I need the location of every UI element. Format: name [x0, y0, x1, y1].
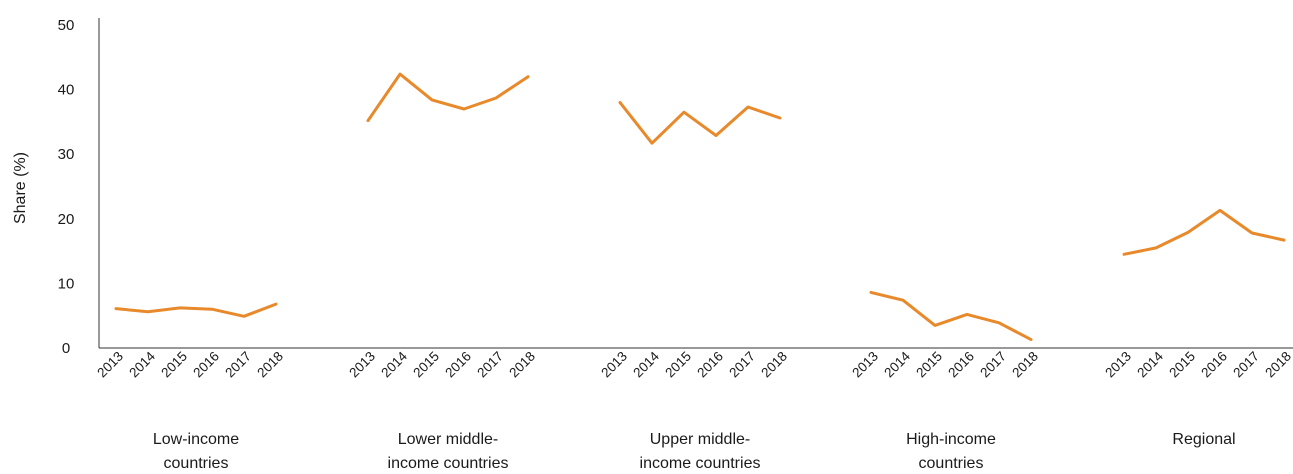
series-line: [869, 290, 1033, 342]
series-line: [1122, 208, 1286, 256]
y-tick-label: 10: [58, 275, 75, 292]
group-label: countries: [919, 455, 984, 472]
y-tick-labels: 0 10 20 30 40 50: [58, 17, 75, 357]
year-tick-label: 2013: [94, 349, 126, 381]
year-tick-label: 2016: [1198, 349, 1230, 381]
group-label: income countries: [640, 455, 761, 472]
year-tick-label: 2016: [945, 349, 977, 381]
year-tick-label: 2014: [630, 348, 662, 380]
y-tick-label: 50: [58, 17, 75, 34]
series-line: [366, 72, 530, 123]
year-tick-label: 2017: [222, 349, 254, 381]
group-labels: Low-income countries Lower middle-income c…: [153, 431, 1236, 472]
y-tick-label: 20: [58, 211, 75, 228]
year-tick-label: 2016: [694, 349, 726, 381]
y-tick-label: 40: [58, 82, 75, 99]
year-tick-label: 2015: [913, 349, 945, 381]
y-axis-title: Share (%): [12, 152, 29, 224]
year-tick-label: 2015: [158, 349, 190, 381]
year-tick-labels: 2013 2014 2015 2016 2017 2018 2013 2014 2015 2016…: [94, 348, 1293, 380]
year-tick-label: 2017: [1230, 349, 1262, 381]
year-tick-label: 2015: [1166, 349, 1198, 381]
year-tick-label: 2018: [1262, 349, 1293, 381]
year-tick-label: 2014: [1134, 348, 1166, 380]
series-lines: [114, 72, 1286, 342]
group-label: Low-income: [153, 431, 239, 448]
y-tick-label: 30: [58, 146, 75, 163]
year-tick-label: 2013: [346, 349, 378, 381]
group-label: income countries: [388, 455, 509, 472]
series-line: [114, 302, 278, 318]
year-tick-label: 2014: [881, 348, 913, 380]
year-tick-label: 2013: [849, 349, 881, 381]
group-label: countries: [164, 455, 229, 472]
year-tick-label: 2016: [442, 349, 474, 381]
year-tick-label: 2017: [726, 349, 758, 381]
series-line: [618, 101, 782, 145]
year-tick-label: 2016: [190, 349, 222, 381]
year-tick-label: 2017: [977, 349, 1009, 381]
group-label: Regional: [1172, 431, 1235, 448]
y-tick-label: 0: [62, 340, 70, 357]
year-tick-label: 2018: [254, 349, 286, 381]
year-tick-label: 2018: [758, 349, 790, 381]
year-tick-label: 2015: [662, 349, 694, 381]
year-tick-label: 2014: [126, 348, 158, 380]
year-tick-label: 2013: [1102, 349, 1134, 381]
group-label: Lower middle-: [398, 431, 498, 448]
year-tick-label: 2013: [598, 349, 630, 381]
year-tick-label: 2014: [378, 348, 410, 380]
year-tick-label: 2015: [410, 349, 442, 381]
group-label: High-income: [906, 431, 996, 448]
year-tick-label: 2018: [506, 349, 538, 381]
year-tick-label: 2018: [1009, 349, 1041, 381]
group-label: Upper middle-: [650, 431, 750, 448]
year-tick-label: 2017: [474, 349, 506, 381]
